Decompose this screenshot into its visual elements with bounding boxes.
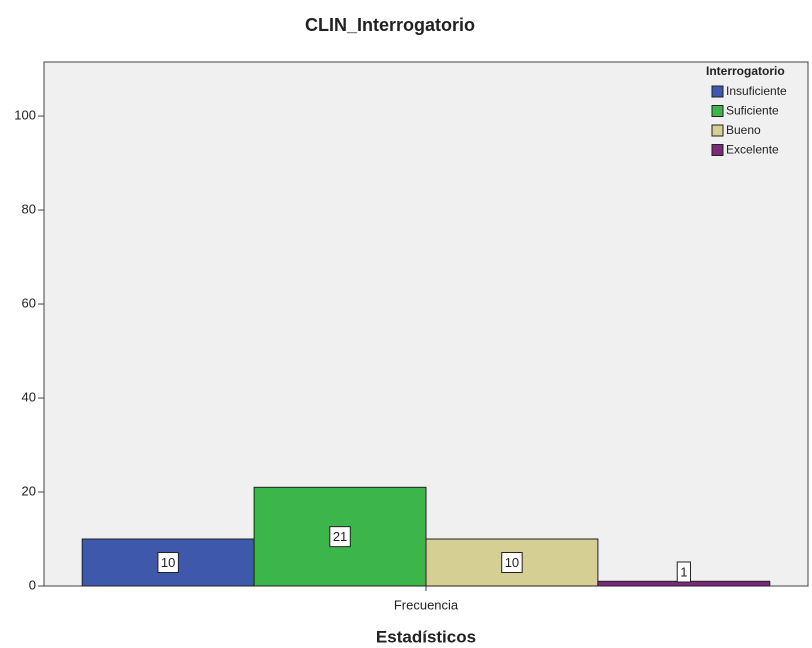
data-label-box	[676, 561, 691, 583]
y-tick-label: 40	[22, 389, 36, 404]
x-tick-label: Frecuencia	[394, 597, 459, 612]
data-label: 10	[505, 555, 519, 570]
data-label-box	[157, 552, 179, 574]
data-label-box	[501, 552, 523, 574]
y-tick-label: 60	[22, 295, 36, 310]
y-tick-label: 100	[14, 107, 36, 122]
x-axis-label: Estadísticos	[376, 627, 476, 646]
data-label: 21	[333, 529, 347, 544]
data-label: 1	[680, 564, 687, 579]
legend-label: Insuficiente	[726, 84, 787, 98]
legend-swatch	[711, 85, 724, 98]
y-tick-label: 80	[22, 201, 36, 216]
legend-swatch	[711, 144, 724, 156]
legend-swatch	[711, 124, 724, 137]
y-tick-label: 0	[29, 577, 36, 592]
legend-label: Suficiente	[726, 104, 779, 118]
data-label-box	[329, 526, 351, 548]
y-tick-label: 20	[22, 483, 36, 498]
legend-title: Interrogatorio	[706, 64, 785, 78]
legend-label: Excelente	[726, 143, 779, 157]
legend-label: Bueno	[726, 123, 761, 137]
chart-title: CLIN_Interrogatorio	[305, 15, 475, 35]
data-label: 10	[161, 555, 175, 570]
legend-swatch	[711, 105, 724, 117]
